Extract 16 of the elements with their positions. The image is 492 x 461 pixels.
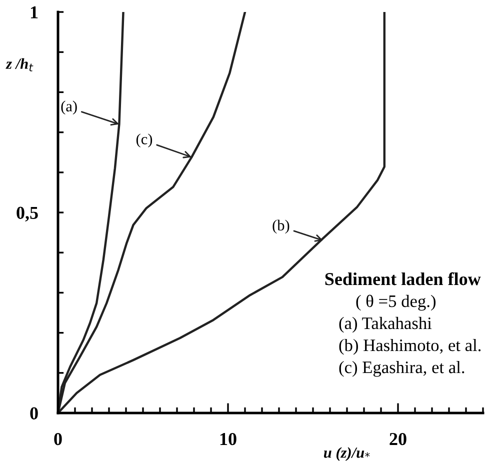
y-tick-label: 0 [30,407,38,420]
x-tick-label: 0 [54,432,62,446]
annotation: (b) Hashimoto, et al. [339,338,481,355]
annotation: (a) Takahashi [339,316,432,333]
y-tick-label: 1 [30,6,38,18]
x-axis-title: u (z)/u$_{*}$ [324,447,370,461]
annotation: Sediment laden flow [325,272,481,286]
annotation: (c) [136,134,152,148]
annotation: (c) Egashira, et al. [339,360,464,377]
annotation: ( θ =5 deg.) [356,294,436,311]
annotation: (a) [61,100,77,115]
y-axis-title: z /h$_{t}$ [6,58,34,72]
annotation: (b) [272,220,290,234]
x-tick-label: 20 [390,432,406,446]
y-tick-label: 0,5 [16,206,38,222]
x-tick-label: 10 [220,432,236,446]
